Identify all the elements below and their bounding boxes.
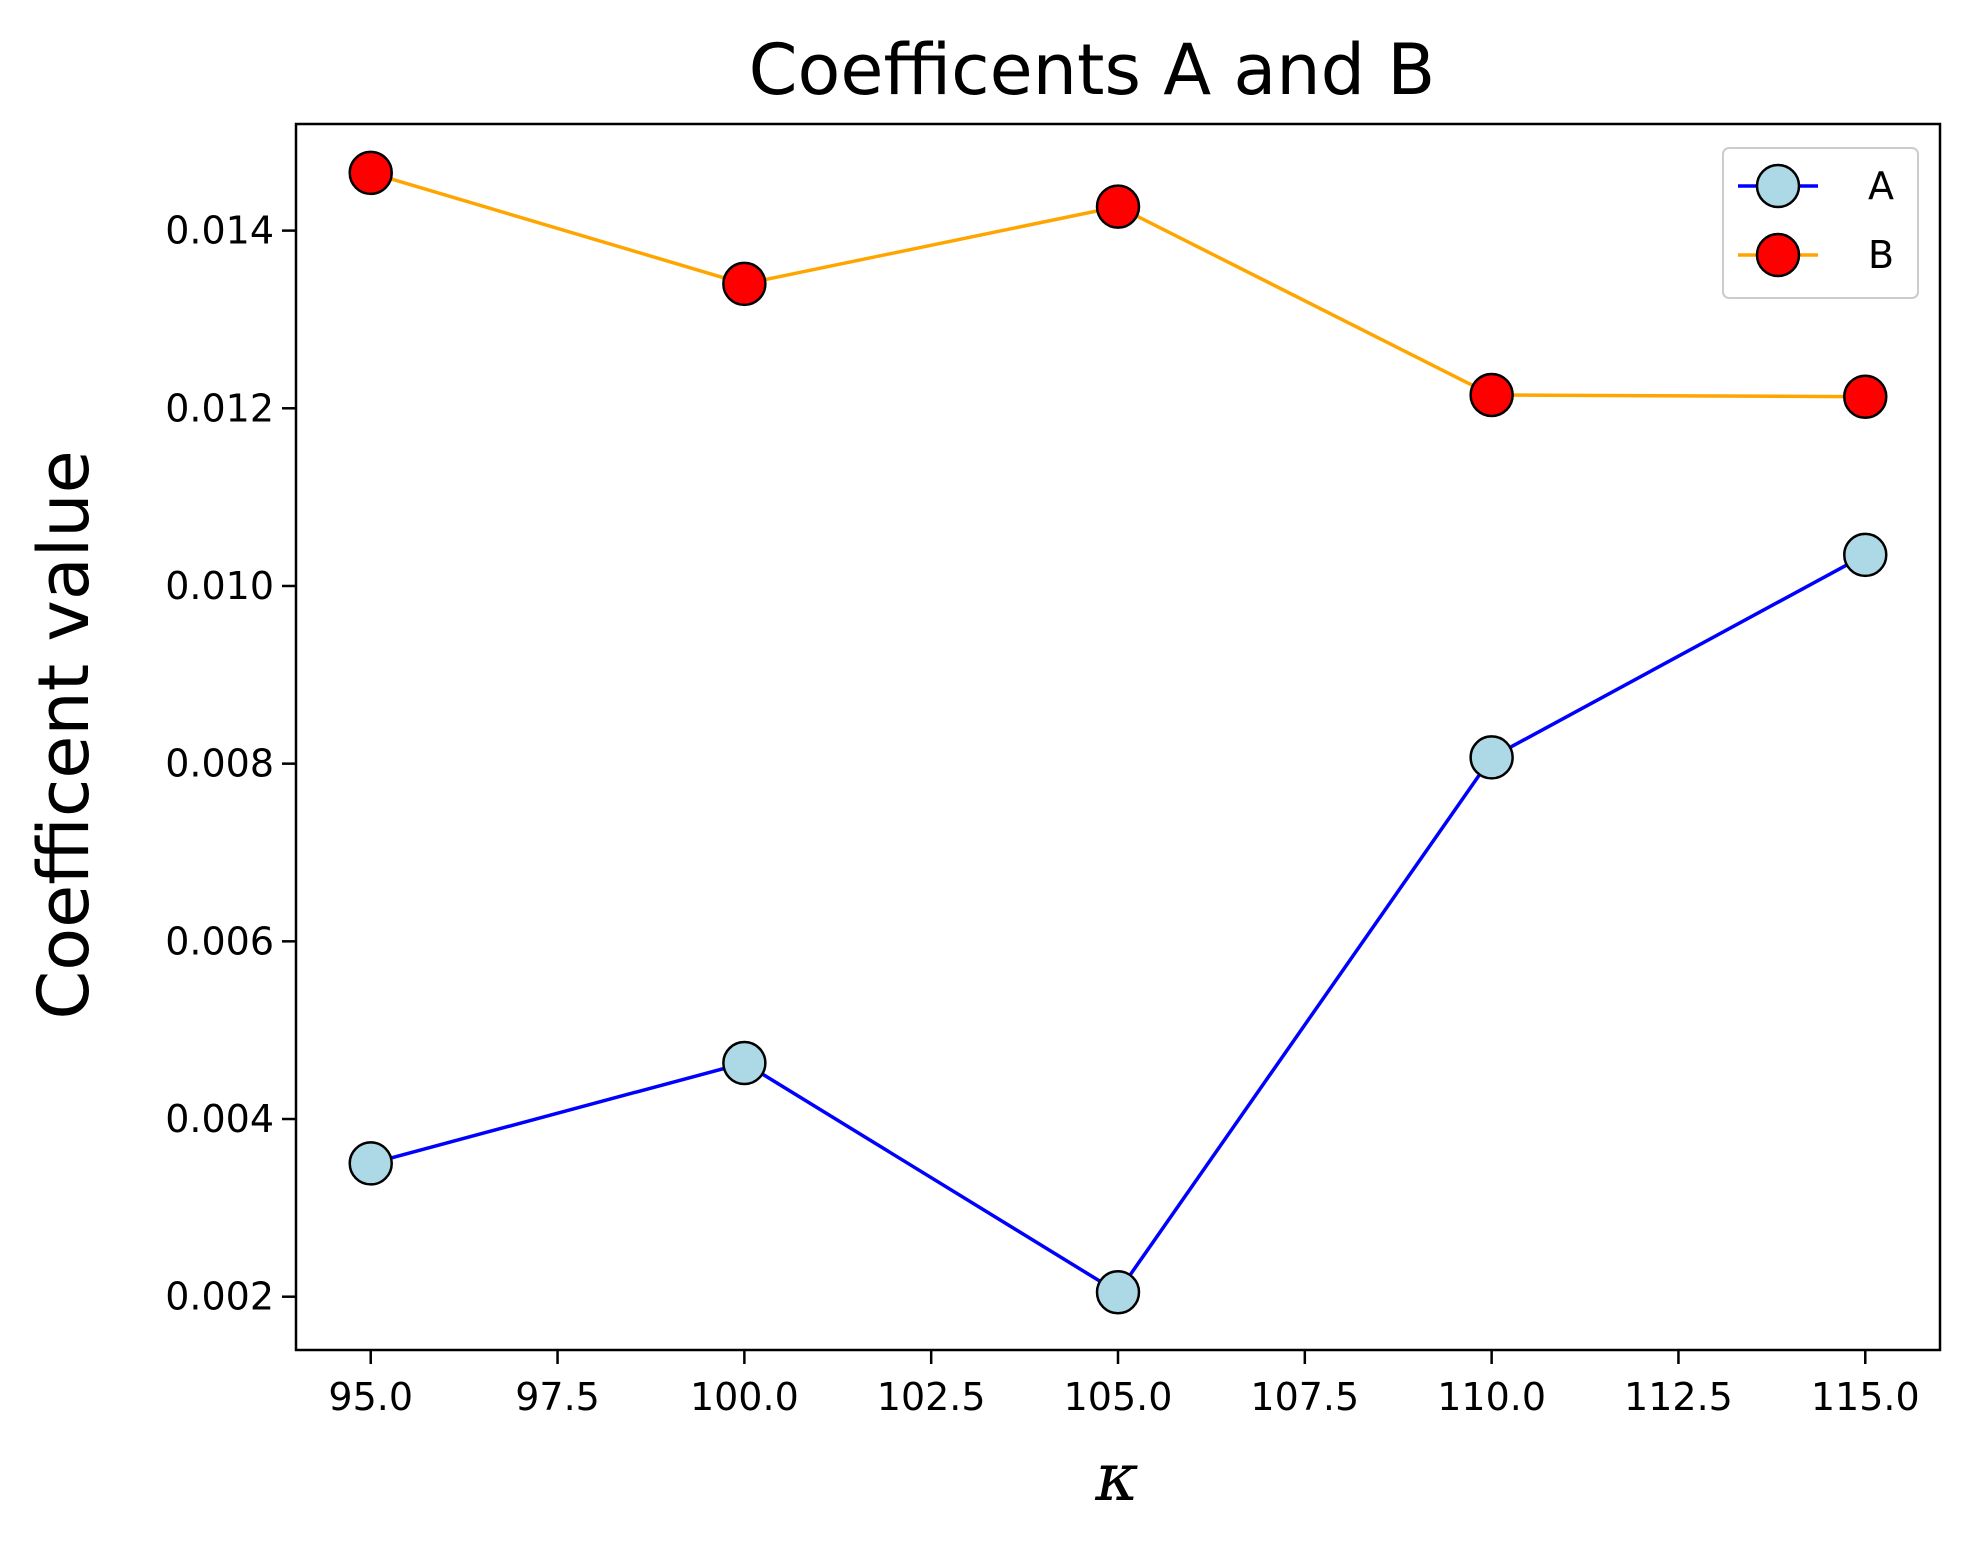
x-tick-label: 110.0 xyxy=(1437,1375,1546,1419)
x-tick-label: 107.5 xyxy=(1250,1375,1359,1419)
x-tick-label: 95.0 xyxy=(328,1375,413,1419)
legend-label-B: B xyxy=(1868,233,1894,277)
x-tick-label: 102.5 xyxy=(877,1375,986,1419)
series-layer xyxy=(348,150,1888,1315)
plot-area-frame xyxy=(294,122,1942,1352)
series-B-point xyxy=(1843,374,1888,419)
x-tick-label: 112.5 xyxy=(1624,1375,1733,1419)
series-B-point xyxy=(1095,184,1141,229)
y-tick-label: 0.008 xyxy=(165,742,274,786)
x-tick-label: 100.0 xyxy=(690,1375,799,1419)
y-tick-label: 0.014 xyxy=(165,209,274,253)
x-tick-label: 105.0 xyxy=(1064,1375,1173,1419)
series-A-point xyxy=(1843,532,1888,578)
legend: AB xyxy=(1722,147,1919,299)
y-axis-label: Coefficent value xyxy=(23,450,105,1019)
legend-label-A: A xyxy=(1868,164,1894,208)
series-B-point xyxy=(348,150,393,196)
series-A-line xyxy=(370,553,1867,1295)
x-axis-ticks: 95.0 97.5 100.0 102.5 105.0 107.5 110.0 112.5 11… xyxy=(328,1350,1920,1419)
y-tick-label: 0.006 xyxy=(165,919,274,963)
y-tick-label: 0.010 xyxy=(165,564,274,608)
legend-marker-A xyxy=(1755,163,1801,209)
y-axis-ticks: 0.002 0.004 0.006 0.008 0.010 0.012 0.014 xyxy=(165,209,296,1319)
series-B-point xyxy=(1469,372,1514,418)
x-tick-label: 115.0 xyxy=(1811,1375,1920,1419)
chart-title: Coefficents A and B xyxy=(749,29,1436,111)
y-tick-label: 0.012 xyxy=(165,386,274,430)
series-A-point xyxy=(1469,735,1514,780)
x-tick-label: 97.5 xyxy=(515,1375,600,1419)
series-A-point xyxy=(722,1040,767,1086)
series-A-point xyxy=(1095,1270,1141,1315)
legend-marker-B xyxy=(1755,232,1801,278)
x-axis-label: κ xyxy=(1094,1439,1138,1516)
y-tick-label: 0.002 xyxy=(165,1275,274,1319)
series-B-point xyxy=(722,261,767,307)
y-tick-label: 0.004 xyxy=(165,1097,274,1141)
series-A-point xyxy=(348,1141,393,1186)
